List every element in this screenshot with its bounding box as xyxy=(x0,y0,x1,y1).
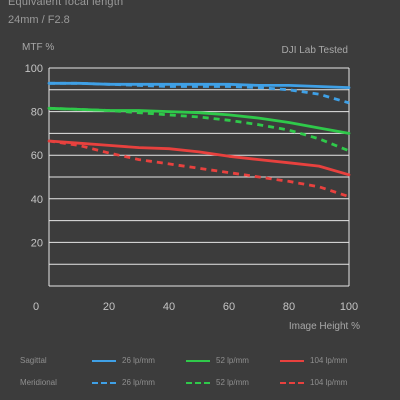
x-tick-label: 60 xyxy=(223,301,235,313)
legend-label: 52 lp/mm xyxy=(216,378,249,387)
x-tick-label: 20 xyxy=(103,301,115,313)
legend-label: 104 lp/mm xyxy=(310,378,348,387)
y-tick-label: 100 xyxy=(25,63,43,75)
legend-sagittal-label: Sagittal xyxy=(20,356,47,365)
x-tick-label: 100 xyxy=(340,301,358,313)
chart-subtitle: 24mm / F2.8 xyxy=(8,14,70,26)
x-tick-label: 80 xyxy=(283,301,295,313)
legend-swatch xyxy=(186,359,210,362)
y-tick-label: 80 xyxy=(31,107,43,119)
y-tick-label: 20 xyxy=(31,237,43,249)
legend-label: 104 lp/mm xyxy=(310,356,348,365)
legend-swatch xyxy=(280,359,304,362)
legend-meridional-52: 52 lp/mm xyxy=(186,378,249,387)
legend-swatch xyxy=(92,359,116,362)
legend-label: 52 lp/mm xyxy=(216,356,249,365)
chart-title: Equivalent focal length xyxy=(8,0,124,8)
legend-meridional-26: 26 lp/mm xyxy=(92,378,155,387)
series-line-sagittal-104 xyxy=(47,139,351,177)
series-line-sagittal-52 xyxy=(47,106,351,135)
legend-meridional-label: Meridional xyxy=(20,378,57,387)
legend-sagittal-26: 26 lp/mm xyxy=(92,356,155,365)
annotation-dji-lab-tested: DJI Lab Tested xyxy=(281,45,348,56)
legend-swatch xyxy=(186,381,210,384)
legend-label: 26 lp/mm xyxy=(122,378,155,387)
legend-sagittal-104: 104 lp/mm xyxy=(280,356,347,365)
legend-label: 26 lp/mm xyxy=(122,356,155,365)
legend-meridional-104: 104 lp/mm xyxy=(280,378,347,387)
x-axis-label: Image Height % xyxy=(289,321,360,332)
legend-swatch xyxy=(280,381,304,384)
legend-sagittal-52: 52 lp/mm xyxy=(186,356,249,365)
series-line-meridional-104 xyxy=(48,139,350,198)
y-axis-label: MTF % xyxy=(22,42,54,53)
x-tick-label: 0 xyxy=(33,301,39,313)
y-tick-label: 40 xyxy=(31,194,43,206)
y-tick-label: 60 xyxy=(31,150,43,162)
legend-swatch xyxy=(92,381,116,384)
series-line-sagittal-26 xyxy=(47,81,351,89)
x-tick-label: 40 xyxy=(163,301,175,313)
